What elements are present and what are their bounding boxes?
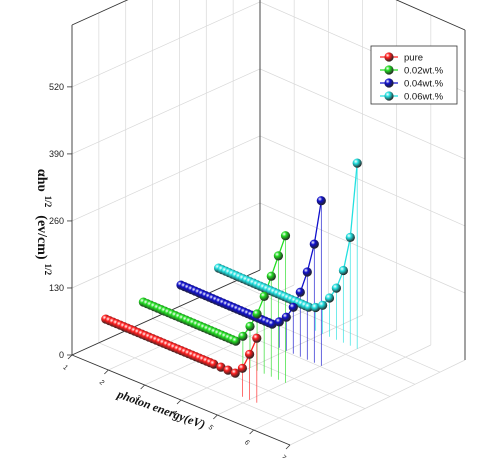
floor-grid-x bbox=[253, 344, 431, 431]
data-point bbox=[245, 349, 255, 359]
data-points bbox=[101, 158, 362, 378]
tick-labels: 1 2 3 4 5 6 7 0 130 260 390 520 bbox=[49, 82, 291, 458]
data-point bbox=[345, 232, 355, 242]
y-axis-label-main: αhυ bbox=[34, 169, 49, 192]
back-top-line bbox=[395, 0, 466, 31]
legend-marker bbox=[384, 78, 394, 88]
left-top-line bbox=[71, 0, 129, 26]
x-tick-mark bbox=[176, 399, 182, 405]
data-point bbox=[245, 321, 255, 331]
legend-label: 0.02wt.% bbox=[404, 66, 444, 77]
data-point bbox=[280, 231, 291, 241]
data-point bbox=[324, 293, 335, 303]
data-point bbox=[216, 362, 226, 372]
data-point bbox=[267, 319, 277, 329]
x-tick-mark bbox=[249, 429, 254, 435]
x-tick-label: 4 bbox=[170, 409, 178, 417]
data-point bbox=[309, 239, 319, 249]
data-point bbox=[252, 333, 262, 343]
y-axis-label-unit: (ev/cm) bbox=[34, 215, 49, 260]
data-point bbox=[230, 368, 240, 378]
y-axis-label-exp: 1/2 bbox=[43, 196, 53, 208]
data-point bbox=[304, 302, 314, 312]
legend-label: 0.06wt.% bbox=[404, 92, 444, 103]
z-tick-label: 390 bbox=[49, 149, 64, 159]
legend-label: pure bbox=[404, 53, 423, 64]
x-tick-mark bbox=[140, 384, 145, 390]
floor-grid-depth bbox=[179, 306, 391, 397]
floor-grid-x bbox=[289, 359, 466, 446]
x-tick-label: 5 bbox=[207, 424, 215, 432]
y-axis-label-exp-2: 1/2 bbox=[43, 264, 53, 276]
z-tick-label: 520 bbox=[49, 82, 64, 92]
x-tick-mark bbox=[213, 414, 218, 420]
data-point bbox=[209, 359, 219, 369]
data-point bbox=[266, 271, 276, 281]
legend-label: 0.04wt.% bbox=[404, 79, 444, 90]
x-tick-mark bbox=[104, 369, 109, 375]
data-point bbox=[238, 331, 248, 341]
z-tick-label: 0 bbox=[59, 350, 64, 360]
data-point bbox=[311, 302, 321, 313]
legend-marker bbox=[384, 52, 394, 62]
data-point bbox=[273, 251, 283, 261]
legend: pure 0.02wt.% 0.04wt.% 0.06wt.% bbox=[370, 45, 458, 105]
svg-text:αhυ 1/2 (ev/cm): αhυ 1/2 (ev/cm) 1/2 bbox=[34, 169, 58, 276]
x-tick-label: 2 bbox=[98, 379, 106, 387]
x-tick-label: 6 bbox=[243, 439, 251, 447]
data-point bbox=[331, 283, 341, 293]
data-point bbox=[318, 300, 328, 310]
data-point bbox=[281, 312, 291, 322]
data-point bbox=[338, 265, 348, 276]
data-point bbox=[295, 287, 305, 297]
x-tick-mark bbox=[285, 444, 291, 450]
x-tick-label: 3 bbox=[134, 394, 142, 402]
data-point bbox=[316, 196, 326, 206]
z-tick-label: 260 bbox=[49, 216, 64, 226]
left-wall bbox=[72, 0, 260, 355]
x-tick-label: 7 bbox=[279, 454, 287, 458]
data-point bbox=[352, 158, 362, 168]
floor-grid-x bbox=[180, 314, 363, 401]
legend-marker bbox=[384, 91, 394, 101]
floor-grid-depth bbox=[98, 342, 316, 434]
data-point bbox=[231, 336, 241, 346]
data-point bbox=[259, 291, 269, 301]
data-point bbox=[252, 309, 262, 319]
floor-grid-depth bbox=[152, 318, 366, 409]
data-point bbox=[237, 363, 247, 373]
floor-grid-x bbox=[217, 329, 397, 416]
x-tick-label: 1 bbox=[61, 364, 69, 372]
data-point bbox=[302, 267, 312, 277]
x-tick-mark bbox=[67, 354, 73, 360]
data-point bbox=[223, 365, 233, 375]
data-point bbox=[288, 302, 298, 312]
legend-marker bbox=[384, 65, 394, 75]
data-point bbox=[274, 317, 284, 327]
y-axis-label: αhυ 1/2 (ev/cm) 1/2 bbox=[34, 169, 58, 276]
z-tick-label: 130 bbox=[49, 283, 64, 293]
